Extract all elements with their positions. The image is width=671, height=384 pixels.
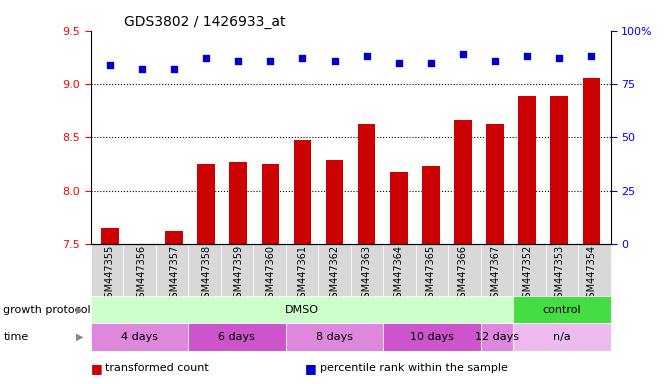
- FancyBboxPatch shape: [480, 323, 513, 351]
- Point: [137, 66, 148, 72]
- Text: ■: ■: [91, 362, 103, 375]
- Text: DMSO: DMSO: [285, 305, 319, 314]
- Text: 4 days: 4 days: [121, 332, 158, 342]
- Text: transformed count: transformed count: [105, 363, 209, 373]
- Text: 10 days: 10 days: [410, 332, 454, 342]
- Point: [201, 55, 211, 61]
- Point: [490, 58, 501, 64]
- Text: growth protocol: growth protocol: [3, 305, 91, 314]
- Point: [329, 58, 340, 64]
- Bar: [165, 231, 183, 244]
- Bar: [229, 162, 247, 244]
- FancyBboxPatch shape: [513, 323, 611, 351]
- Point: [105, 62, 115, 68]
- Text: n/a: n/a: [553, 332, 571, 342]
- Text: control: control: [543, 305, 581, 314]
- Point: [361, 53, 372, 60]
- Bar: [518, 96, 536, 244]
- Point: [168, 66, 179, 72]
- Text: ▶: ▶: [76, 305, 84, 314]
- Text: percentile rank within the sample: percentile rank within the sample: [320, 363, 508, 373]
- FancyBboxPatch shape: [513, 296, 611, 323]
- Text: ▶: ▶: [76, 332, 84, 342]
- FancyBboxPatch shape: [91, 296, 513, 323]
- Bar: [358, 124, 376, 244]
- Bar: [325, 160, 344, 244]
- Bar: [294, 141, 311, 244]
- Bar: [390, 172, 407, 244]
- Bar: [582, 78, 600, 244]
- Text: 12 days: 12 days: [475, 332, 519, 342]
- Point: [586, 53, 597, 60]
- Point: [233, 58, 244, 64]
- Text: GDS3802 / 1426933_at: GDS3802 / 1426933_at: [124, 15, 286, 29]
- FancyBboxPatch shape: [188, 323, 286, 351]
- Text: time: time: [3, 332, 29, 342]
- Bar: [550, 96, 568, 244]
- FancyBboxPatch shape: [91, 323, 188, 351]
- Bar: [454, 120, 472, 244]
- Point: [393, 60, 404, 66]
- Bar: [486, 124, 504, 244]
- Text: 6 days: 6 days: [218, 332, 255, 342]
- Point: [554, 55, 564, 61]
- Text: 8 days: 8 days: [316, 332, 353, 342]
- Point: [425, 60, 436, 66]
- Bar: [101, 228, 119, 244]
- FancyBboxPatch shape: [383, 323, 480, 351]
- Bar: [197, 164, 215, 244]
- Point: [458, 51, 468, 57]
- Text: ■: ■: [305, 362, 317, 375]
- Point: [297, 55, 308, 61]
- Point: [522, 53, 533, 60]
- Bar: [262, 164, 279, 244]
- FancyBboxPatch shape: [286, 323, 383, 351]
- Point: [265, 58, 276, 64]
- Bar: [422, 166, 440, 244]
